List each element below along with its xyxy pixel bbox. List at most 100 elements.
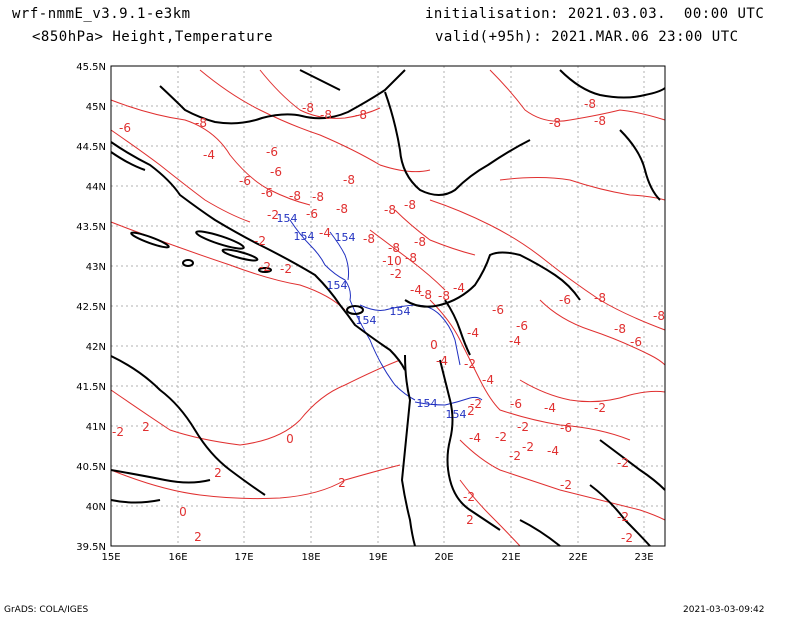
temperature-label: -8: [594, 114, 606, 128]
temperature-label: -2: [495, 430, 507, 444]
valid-time: valid(+95h): 2021.MAR.06 23:00 UTC: [435, 29, 739, 45]
footer-credit: GrADS: COLA/IGES: [4, 605, 89, 615]
lat-tick-label: 42.5N: [76, 302, 106, 313]
temperature-label: -2: [464, 357, 476, 371]
temperature-label: -4: [544, 401, 556, 415]
lat-tick-label: 42N: [86, 342, 106, 353]
temperature-label: -2: [390, 267, 402, 281]
temperature-label: -8: [653, 309, 665, 323]
height-label: 154: [335, 231, 356, 244]
lon-tick-label: 23E: [634, 552, 653, 563]
init-time: initialisation: 2021.03.03. 00:00 UTC: [425, 6, 765, 22]
lat-tick-label: 45N: [86, 102, 106, 113]
lat-tick-label: 43N: [86, 262, 106, 273]
temperature-label: -2: [617, 456, 629, 470]
temperature-label: -6: [306, 207, 318, 221]
temperature-label: -6: [266, 145, 278, 159]
temperature-label: -8: [336, 202, 348, 216]
lon-tick-label: 18E: [301, 552, 320, 563]
lat-tick-labels: 39.5N 40N 40.5N 41N 41.5N 42N 42.5N 43N 43.5N 44N…: [76, 62, 106, 553]
temperature-label: -4: [467, 326, 479, 340]
temperature-label: -8: [438, 289, 450, 303]
lat-tick-label: 40N: [86, 502, 106, 513]
islands: [130, 230, 364, 315]
height-label: 154: [446, 408, 467, 421]
height-label: 154: [417, 397, 438, 410]
temperature-label: -4: [203, 148, 215, 162]
height-label: 154: [390, 305, 411, 318]
temperature-label: -6: [560, 421, 572, 435]
lat-tick-label: 41.5N: [76, 382, 106, 393]
temperature-label: -2: [112, 425, 124, 439]
temperature-label: -4: [547, 444, 559, 458]
temperature-label: 2: [338, 476, 346, 490]
height-label: 154: [277, 212, 298, 225]
temperature-label: 0: [430, 338, 438, 352]
lon-tick-label: 21E: [501, 552, 520, 563]
temperature-label: -8: [584, 97, 596, 111]
height-label: 154: [327, 279, 348, 292]
temperature-label: -4: [410, 283, 422, 297]
temperature-label: -8: [312, 190, 324, 204]
temperature-label: 2: [466, 513, 474, 527]
temperature-label: -6: [261, 186, 273, 200]
coastlines: [110, 69, 666, 547]
temperature-label: 0: [179, 505, 187, 519]
model-title: wrf-nmmE_v3.9.1-e3km: [12, 6, 191, 22]
temperature-label: 0: [286, 432, 294, 446]
temperature-label: -8: [289, 189, 301, 203]
temperature-label: -6: [119, 121, 131, 135]
temperature-label: -8: [384, 203, 396, 217]
temperature-label: -6: [516, 319, 528, 333]
height-labels: 154 154 154 154 154 154 154 154: [277, 212, 467, 421]
lat-tick-label: 41N: [86, 422, 106, 433]
temperature-label: -10: [382, 254, 402, 268]
temperature-label: 2: [214, 466, 222, 480]
temperature-label: -2: [280, 262, 292, 276]
temperature-label: -8: [302, 101, 314, 115]
lat-tick-label: 44N: [86, 182, 106, 193]
temperature-label: -8: [414, 235, 426, 249]
lat-tick-label: 39.5N: [76, 542, 106, 553]
temperature-label: -8: [363, 232, 375, 246]
temperature-label: -8: [195, 116, 207, 130]
temperature-label: -6: [510, 397, 522, 411]
temperature-label: -2: [594, 401, 606, 415]
temperature-label: -2: [560, 478, 572, 492]
temperature-label: -8: [405, 251, 417, 265]
temperature-label: -2: [522, 440, 534, 454]
temperature-label: -2: [267, 208, 279, 222]
lon-tick-label: 22E: [568, 552, 587, 563]
temperature-label: -4: [436, 354, 448, 368]
lat-tick-label: 40.5N: [76, 462, 106, 473]
temperature-label: -2: [617, 510, 629, 524]
temperature-label: -8: [420, 288, 432, 302]
temperature-label: -2: [259, 260, 271, 274]
temperature-label: -6: [270, 165, 282, 179]
footer-timestamp: 2021-03-03-09:42: [683, 605, 765, 615]
lon-tick-labels: 15E 16E 17E 18E 19E 20E 21E 22E 23E: [101, 552, 653, 563]
lon-tick-label: 19E: [368, 552, 387, 563]
temperature-label: -2: [470, 397, 482, 411]
height-label: 154: [356, 314, 377, 327]
temperature-label: -2: [517, 420, 529, 434]
field-title: <850hPa> Height,Temperature: [32, 29, 274, 45]
temperature-contours: [110, 69, 666, 547]
temperature-label: -8: [343, 173, 355, 187]
temperature-label: -6: [239, 174, 251, 188]
lat-tick-label: 45.5N: [76, 62, 106, 73]
temperature-label: 2: [467, 404, 475, 418]
lon-tick-label: 15E: [101, 552, 120, 563]
temperature-label: -4: [509, 334, 521, 348]
map-frame: [110, 65, 666, 547]
temperature-label: -6: [492, 303, 504, 317]
height-label: 154: [294, 230, 315, 243]
temperature-labels: -6 -8-8 -8 -8-8-8-8-6-6-4-6-6-8 -8-8-8-2 -6 -8…: [112, 97, 665, 545]
temperature-label: -6: [630, 335, 642, 349]
temperature-label: 2: [194, 530, 202, 544]
lon-tick-label: 20E: [434, 552, 453, 563]
temperature-label: -6: [559, 293, 571, 307]
temperature-label: -8: [388, 241, 400, 255]
temperature-label: -4: [453, 281, 465, 295]
